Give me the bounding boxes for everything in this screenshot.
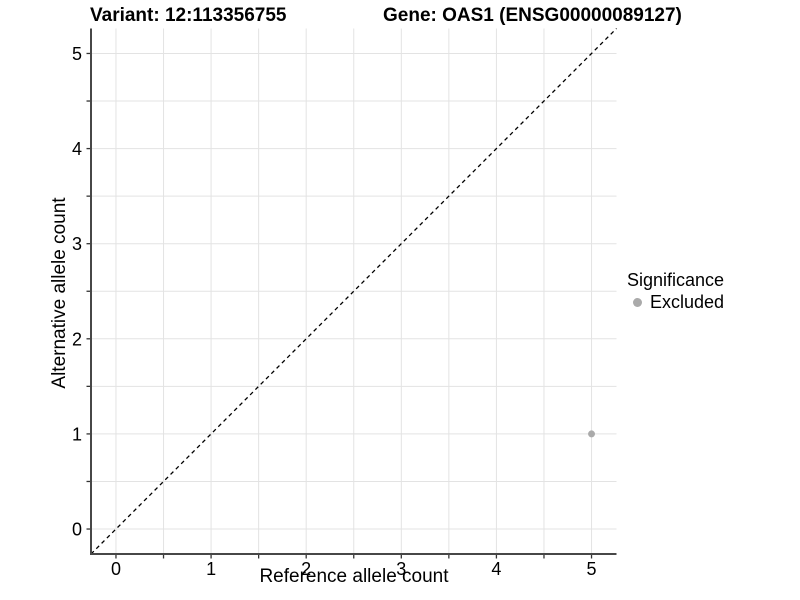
identity-line (90, 28, 617, 555)
y-tick-label: 4 (72, 139, 82, 159)
data-point (588, 430, 596, 438)
legend-item-excluded: Excluded (627, 292, 724, 312)
y-tick-label: 2 (72, 329, 82, 349)
plot-title-variant: Variant: 12:113356755 (90, 5, 287, 26)
y-tick-label: 0 (72, 520, 82, 540)
x-tick-label: 4 (491, 559, 501, 579)
y-tick-label: 3 (72, 234, 82, 254)
y-tick-label: 5 (72, 44, 82, 64)
legend-title: Significance (627, 270, 725, 290)
y-tick-label: 1 (72, 424, 82, 444)
plot-title-gene: Gene: OAS1 (ENSG00000089127) (383, 5, 682, 26)
x-axis-title: Reference allele count (259, 566, 449, 587)
x-tick-label: 0 (111, 559, 121, 579)
legend: Significance Excluded (627, 270, 724, 312)
x-tick-label: 2 (301, 559, 311, 579)
legend-item-label: Excluded (650, 292, 725, 312)
legend-swatch-excluded-icon (633, 297, 642, 307)
x-tick-label: 5 (587, 559, 597, 579)
x-tick-label: 3 (396, 559, 406, 579)
x-tick-label: 1 (206, 559, 216, 579)
y-axis-title: Alternative allele count (49, 197, 70, 389)
